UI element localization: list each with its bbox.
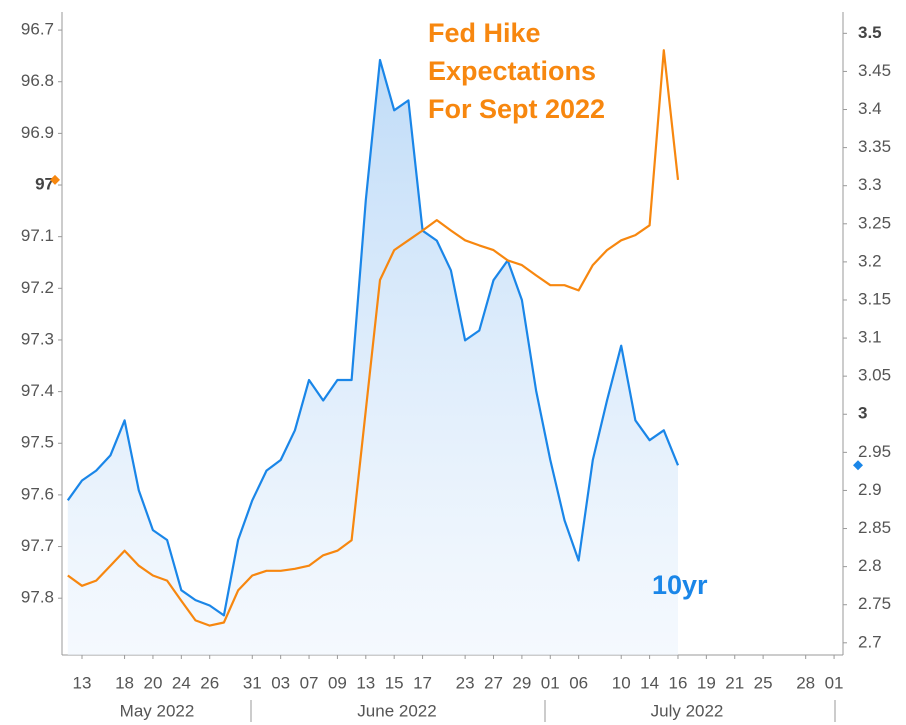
y2-tick-label: 3.5: [858, 23, 882, 42]
x-tick-label: 15: [385, 673, 404, 692]
y-tick-label: 97.2: [21, 278, 54, 297]
x-tick-label: 31: [243, 673, 262, 692]
x-tick-label: 18: [115, 673, 134, 692]
x-tick-label: 13: [73, 673, 92, 692]
y-tick-label: 97.1: [21, 226, 54, 245]
series-line: [67, 49, 680, 627]
x-tick-label: 29: [512, 673, 531, 692]
month-label: June 2022: [357, 701, 436, 720]
x-tick-label: 07: [300, 673, 319, 692]
x-tick-label: 13: [356, 673, 375, 692]
y2-tick-label: 2.8: [858, 556, 882, 575]
y-tick-label: 97: [35, 175, 54, 194]
x-tick-label: 03: [271, 673, 290, 692]
series-line: [66, 58, 680, 617]
y2-tick-label: 2.75: [858, 594, 891, 613]
y-tick-label: 97.8: [21, 588, 54, 607]
x-tick-label: 16: [669, 673, 688, 692]
last-value-marker: [50, 174, 60, 185]
y2-tick-label: 3.05: [858, 366, 891, 385]
y2-tick-label: 3.25: [858, 213, 891, 232]
x-tick-label: 24: [172, 673, 191, 692]
x-tick-label: 10: [612, 673, 631, 692]
y2-tick-label: 2.95: [858, 442, 891, 461]
y2-tick-label: 3.3: [858, 175, 882, 194]
y2-tick-label: 3.4: [858, 99, 882, 118]
series-annotation: 10yr: [652, 570, 708, 600]
y-tick-label: 96.8: [21, 71, 54, 90]
y-tick-label: 97.4: [21, 381, 54, 400]
month-label: May 2022: [120, 701, 195, 720]
y2-tick-label: 3.35: [858, 137, 891, 156]
last-value-marker: [853, 460, 863, 471]
x-tick-label: 17: [413, 673, 432, 692]
y2-tick-label: 3.15: [858, 289, 891, 308]
y2-tick-label: 2.9: [858, 480, 882, 499]
x-tick-label: 19: [697, 673, 716, 692]
x-tick-label: 21: [725, 673, 744, 692]
y2-tick-label: 2.85: [858, 518, 891, 537]
series-annotation: Fed Hike Expectations For Sept 2022: [428, 18, 606, 124]
y2-tick-label: 3.45: [858, 61, 891, 80]
y2-tick-label: 3: [858, 404, 867, 423]
y2-tick-label: 3.2: [858, 251, 882, 270]
x-tick-label: 14: [640, 673, 659, 692]
x-tick-label: 01: [825, 673, 844, 692]
y-tick-label: 97.6: [21, 484, 54, 503]
x-tick-label: 09: [328, 673, 347, 692]
x-tick-label: 20: [143, 673, 162, 692]
y-tick-label: 96.7: [21, 20, 54, 39]
y-tick-label: 97.3: [21, 329, 54, 348]
x-tick-label: 06: [569, 673, 588, 692]
x-tick-label: 28: [796, 673, 815, 692]
x-tick-label: 23: [456, 673, 475, 692]
series-area: [67, 60, 679, 655]
y-tick-label: 96.9: [21, 123, 54, 142]
y-tick-label: 97.5: [21, 433, 54, 452]
y2-tick-label: 3.1: [858, 328, 882, 347]
y-tick-label: 97.7: [21, 536, 54, 555]
x-tick-label: 25: [754, 673, 773, 692]
month-label: July 2022: [651, 701, 724, 720]
x-tick-label: 01: [541, 673, 560, 692]
x-tick-label: 26: [200, 673, 219, 692]
x-tick-label: 27: [484, 673, 503, 692]
y2-tick-label: 2.7: [858, 632, 882, 651]
